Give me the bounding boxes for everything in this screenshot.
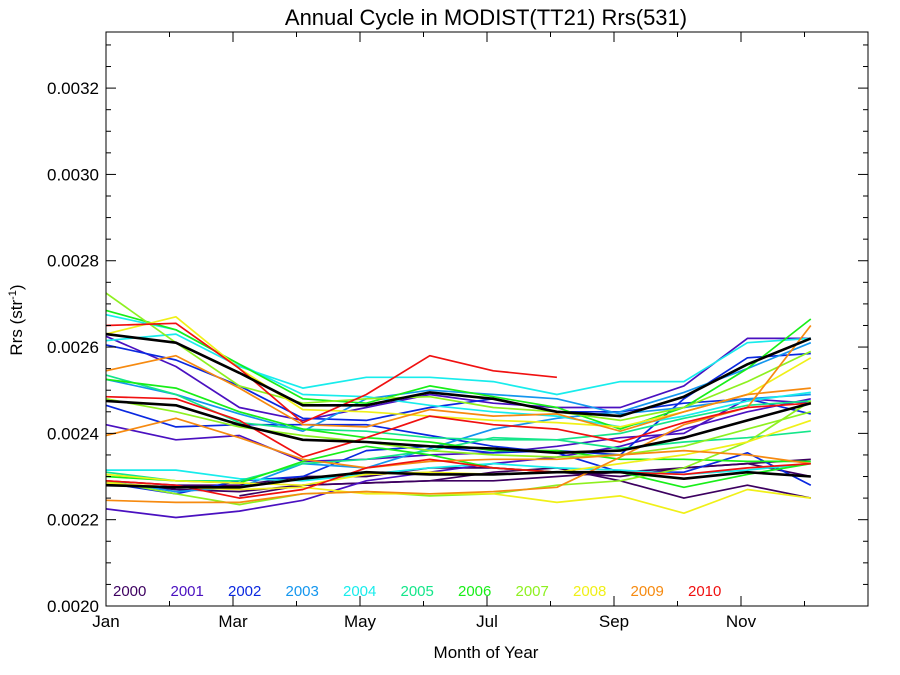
y-tick-label: 0.0030: [47, 165, 99, 184]
x-tick-label: Jan: [92, 612, 119, 631]
series-line-30: [105, 458, 811, 499]
x-axis-label: Month of Year: [434, 643, 539, 662]
legend-item: 2009: [631, 583, 664, 600]
x-tick-label: Mar: [218, 612, 248, 631]
series-line-19: [105, 292, 812, 422]
y-tick-label: 0.0028: [47, 252, 99, 271]
y-tick-labels: 0.0020 0.0022 0.0024 0.0026 0.0028 0.0030 0.00…: [47, 79, 99, 616]
y-tick-label: 0.0026: [47, 338, 99, 357]
legend-item: 2005: [401, 583, 434, 600]
series-line-5: [105, 335, 811, 422]
chart-title: Annual Cycle in MODIST(TT21) Rrs(531): [285, 5, 687, 30]
y-tick-label: 0.0024: [47, 424, 99, 443]
legend-item: 2008: [573, 583, 606, 600]
series-line-29: [105, 395, 811, 458]
y-tick-label: 0.0022: [47, 511, 99, 530]
series-line-25: [105, 354, 811, 433]
legend-item: 2003: [286, 583, 319, 600]
plot-lines: [105, 292, 812, 519]
legend-item: 2007: [516, 583, 549, 600]
legend-item: 2010: [688, 583, 721, 600]
legend-item: 2000: [113, 583, 146, 600]
legend: 2000 2001 2002 2003 2004 2005 2006 2007 2008 2009…: [113, 583, 721, 600]
legend-item: 2002: [228, 583, 261, 600]
series-line-3: [105, 397, 811, 519]
x-tick-label: Jul: [476, 612, 498, 631]
x-tick-label: Nov: [726, 612, 757, 631]
y-axis-label-sup: -1: [7, 290, 19, 300]
series-line-28: [105, 322, 557, 424]
series-line-27: [105, 324, 812, 504]
series-line-16: [105, 309, 812, 430]
series-line-31: [105, 332, 812, 418]
series-line-15: [105, 430, 811, 482]
x-tick-label: Sep: [599, 612, 629, 631]
series-line-23: [105, 482, 811, 515]
series-line-4: [105, 397, 811, 463]
series-line-2: [239, 458, 811, 497]
series-line-33: [105, 470, 811, 489]
legend-item: 2001: [171, 583, 204, 600]
series-line-26: [105, 417, 811, 469]
y-axis-label-main: Rrs (str: [7, 300, 26, 356]
series-line-0: [105, 467, 811, 499]
y-tick-label: 0.0032: [47, 79, 99, 98]
series-line-10: [105, 378, 811, 433]
y-axis-label: Rrs (str-1): [7, 284, 26, 355]
x-tick-labels: Jan Mar May Jul Sep Nov: [92, 612, 756, 631]
x-tick-label: May: [344, 612, 377, 631]
legend-item: 2006: [458, 583, 491, 600]
series-line-21: [105, 397, 812, 458]
legend-item: 2004: [343, 583, 376, 600]
y-tick-label: 0.0020: [47, 597, 99, 616]
y-axis-label-close: ): [7, 284, 26, 290]
series-line-14: [105, 374, 811, 441]
plot-frame: [105, 31, 869, 607]
axis-ticks: [105, 32, 868, 606]
series-line-32: [105, 399, 812, 455]
